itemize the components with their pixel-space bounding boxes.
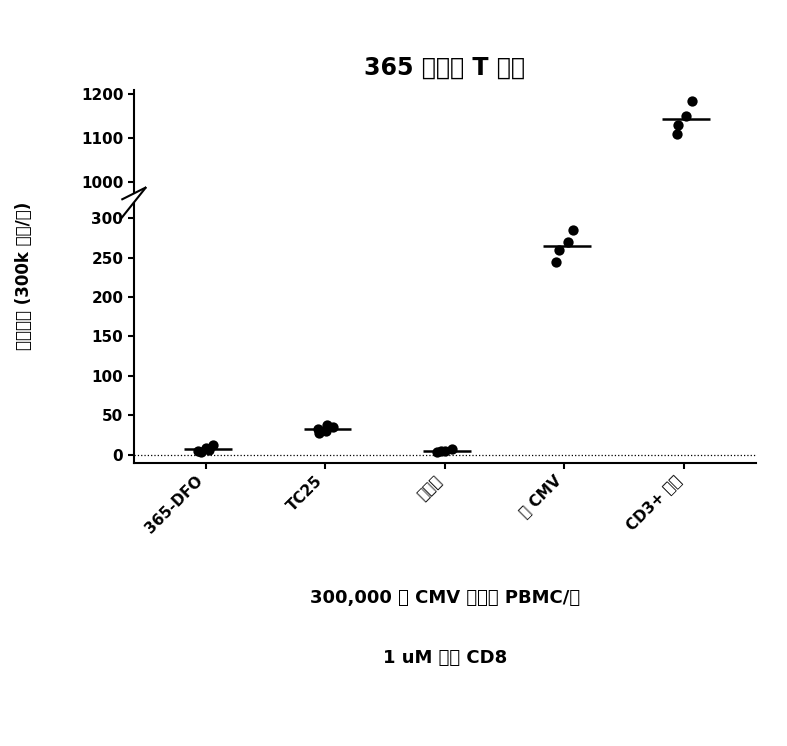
Point xyxy=(321,419,334,430)
Text: 班点数量 (300k 细胞/孔): 班点数量 (300k 细胞/孔) xyxy=(15,202,32,350)
Point xyxy=(320,425,333,437)
Point xyxy=(553,504,566,515)
Point xyxy=(438,617,451,629)
Point xyxy=(553,244,566,256)
Point xyxy=(312,424,324,436)
Point xyxy=(438,445,451,457)
Point xyxy=(434,445,447,457)
Point xyxy=(192,445,205,457)
Point xyxy=(561,499,574,511)
Point xyxy=(671,128,683,140)
Point xyxy=(431,446,444,458)
Point xyxy=(685,95,698,107)
Point xyxy=(312,427,325,439)
Point xyxy=(549,510,562,522)
Point xyxy=(199,615,212,627)
Text: 365 不激活 T 细胞: 365 不激活 T 细胞 xyxy=(364,56,525,80)
Point xyxy=(199,442,212,454)
Point xyxy=(567,225,579,236)
Point xyxy=(434,617,447,629)
Point xyxy=(431,618,444,630)
Point xyxy=(312,605,324,617)
Point xyxy=(203,444,216,456)
Text: 300,000 个 CMV 反应性 PBMC/孔: 300,000 个 CMV 反应性 PBMC/孔 xyxy=(309,589,580,607)
Point xyxy=(312,606,325,618)
Point xyxy=(671,119,684,131)
Point xyxy=(192,617,205,629)
Point xyxy=(680,110,693,122)
Point xyxy=(194,446,207,458)
Point xyxy=(445,443,458,455)
Text: 1 uM 的抗 CD8: 1 uM 的抗 CD8 xyxy=(382,649,507,667)
Point xyxy=(327,421,340,433)
Point xyxy=(321,602,334,614)
Point xyxy=(206,439,219,451)
Point xyxy=(549,256,562,268)
Point xyxy=(194,618,207,630)
Point xyxy=(203,616,216,628)
Point xyxy=(206,614,219,626)
Point xyxy=(561,236,574,248)
Point xyxy=(320,606,333,618)
Point xyxy=(567,493,579,505)
Point xyxy=(327,604,340,615)
Point xyxy=(445,615,458,627)
